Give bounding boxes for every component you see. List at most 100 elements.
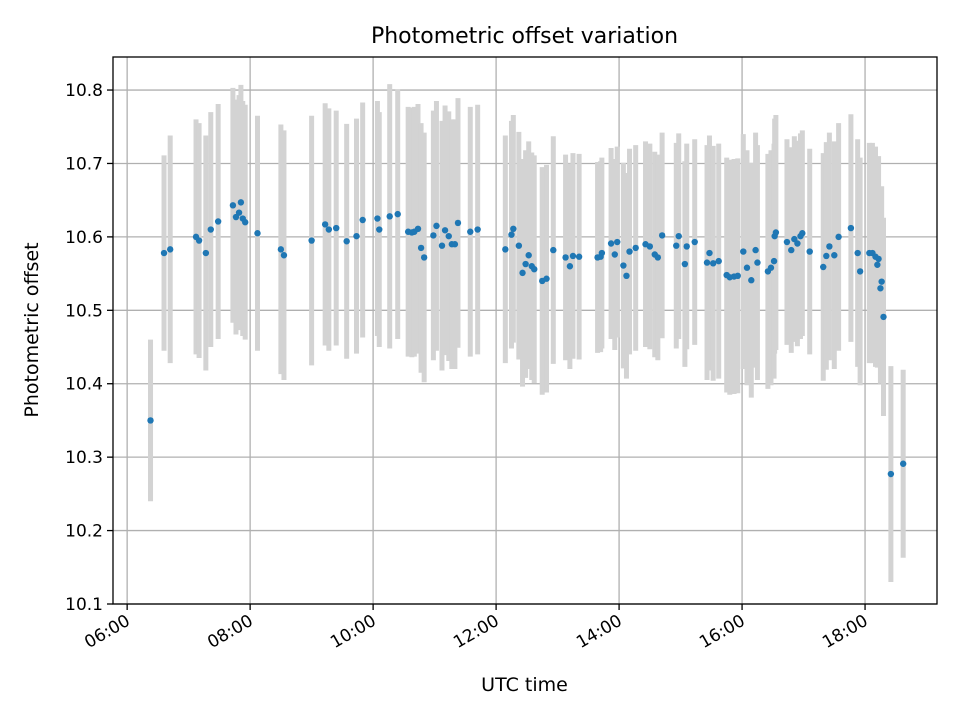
- data-point: [202, 249, 210, 257]
- data-point: [856, 268, 864, 275]
- data-point: [508, 231, 515, 238]
- data-point: [353, 232, 360, 240]
- data-point: [467, 228, 474, 235]
- data-point: [826, 243, 833, 250]
- data-point: [820, 263, 827, 271]
- data-point: [854, 249, 861, 257]
- data-point: [394, 210, 401, 218]
- data-point: [235, 209, 243, 216]
- data-point: [658, 232, 666, 239]
- data-point: [214, 218, 222, 225]
- data-point: [550, 246, 557, 254]
- data-point: [229, 202, 237, 209]
- data-point: [626, 248, 633, 255]
- data-point: [875, 255, 882, 263]
- data-point: [835, 233, 842, 241]
- data-point: [376, 226, 383, 233]
- data-point: [880, 313, 887, 321]
- data-point: [445, 232, 452, 240]
- x-axis-label: UTC time: [481, 674, 568, 696]
- data-point: [254, 230, 261, 237]
- y-tick-label: 10.2: [65, 522, 103, 542]
- data-point: [607, 240, 615, 247]
- data-point: [237, 199, 245, 206]
- data-point: [598, 249, 606, 257]
- plot-area-frame: [112, 56, 938, 605]
- data-point: [359, 216, 366, 224]
- data-point: [531, 265, 538, 273]
- data-point: [799, 230, 806, 237]
- chart-title: Photometric offset variation: [371, 24, 678, 49]
- data-point: [308, 237, 315, 244]
- data-point: [430, 232, 437, 239]
- data-point: [847, 224, 855, 232]
- data-point: [743, 264, 751, 271]
- data-point: [754, 259, 761, 266]
- data-point: [417, 244, 425, 252]
- data-point: [277, 246, 285, 253]
- y-tick-label: 10.1: [65, 595, 103, 615]
- data-point: [706, 249, 713, 257]
- data-point: [783, 238, 791, 246]
- data-point: [474, 226, 481, 233]
- data-point: [691, 238, 698, 246]
- data-point: [806, 248, 813, 255]
- y-tick-label: 10.7: [65, 154, 103, 174]
- y-axis-ticks: 10.1 10.2 10.3 10.4 10.5 10.6 10.7 10.8: [65, 81, 113, 615]
- data-point: [632, 244, 639, 252]
- data-point: [321, 221, 329, 228]
- data-point: [899, 460, 907, 467]
- data-point: [454, 219, 462, 227]
- data-point: [566, 263, 574, 270]
- data-point: [675, 232, 682, 240]
- data-point: [147, 417, 154, 424]
- data-point: [646, 243, 654, 250]
- data-point: [510, 225, 517, 233]
- y-tick-label: 10.5: [65, 301, 103, 321]
- data-point: [620, 262, 627, 269]
- data-point: [525, 252, 532, 259]
- data-point: [451, 241, 459, 248]
- data-point: [420, 254, 428, 261]
- data-point: [280, 252, 288, 259]
- data-point: [681, 260, 689, 268]
- data-point: [522, 260, 529, 268]
- data-point: [831, 252, 838, 259]
- data-point: [611, 251, 618, 258]
- data-point: [414, 225, 422, 233]
- data-point: [794, 240, 801, 247]
- data-point: [195, 237, 203, 244]
- data-point: [874, 261, 881, 268]
- data-point: [767, 264, 775, 271]
- data-point: [438, 242, 446, 249]
- y-tick-label: 10.4: [65, 375, 103, 395]
- data-point: [823, 252, 830, 260]
- data-point: [160, 249, 168, 257]
- y-axis-label: Photometric offset: [21, 242, 43, 417]
- data-point: [441, 227, 449, 234]
- data-point: [502, 246, 509, 253]
- data-point: [242, 219, 249, 226]
- data-point: [788, 246, 795, 254]
- data-point: [515, 242, 523, 249]
- data-point: [543, 275, 550, 282]
- data-point: [748, 277, 755, 284]
- data-point: [562, 254, 569, 261]
- data-point: [623, 272, 630, 279]
- data-point: [752, 246, 759, 254]
- data-point: [433, 222, 440, 230]
- data-point: [325, 226, 333, 233]
- data-point: [740, 248, 747, 255]
- data-point: [878, 278, 885, 285]
- data-point: [734, 272, 741, 279]
- data-point: [343, 238, 350, 245]
- data-point: [673, 242, 680, 249]
- data-point: [770, 257, 778, 265]
- data-point: [207, 226, 214, 233]
- data-point: [386, 213, 393, 220]
- y-tick-label: 10.6: [65, 228, 103, 248]
- data-point: [654, 254, 662, 261]
- data-point: [683, 243, 690, 250]
- data-point: [887, 470, 895, 478]
